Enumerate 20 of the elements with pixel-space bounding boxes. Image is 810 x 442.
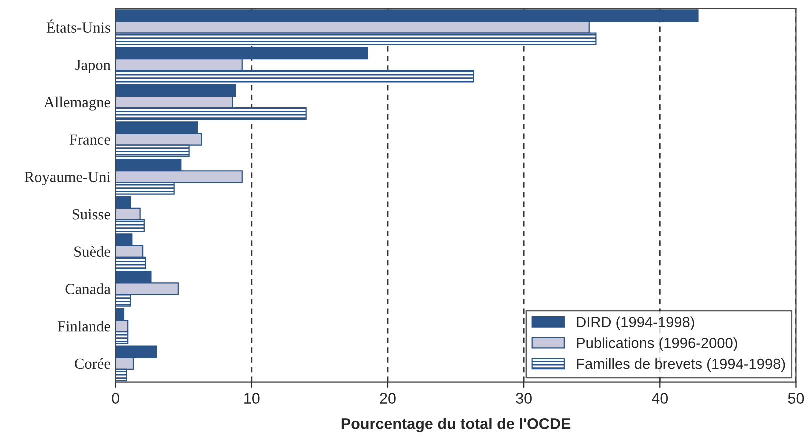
y-tick-label: Canada [66,284,111,294]
y-tick-label: France [70,134,110,146]
x-tick-label: 50 [788,393,804,404]
y-tick-label: Royaume-Uni [24,172,111,186]
legend-label: Familles de brevets (1994-1998) [577,358,786,372]
y-tick-label: Suède [74,246,110,258]
legend-label: Publications (1996-2000) [577,338,738,352]
legend-label: DIRD (1994-1998) [577,316,694,330]
y-tick-label: Finlande [58,321,110,332]
x-tick-label: 40 [652,393,668,404]
x-tick-label: 0 [112,393,120,404]
x-tick-label: 20 [380,393,396,404]
y-tick-label: Japon [76,60,111,74]
x-tick-label: 30 [516,393,532,404]
x-tick-label: 10 [244,393,260,404]
y-tick-label: Suisse [72,209,110,220]
y-tick-label: Allemagne [44,96,110,111]
y-tick-label: Corée [75,358,110,370]
y-tick-label: États-Unis [46,20,110,33]
x-axis-title: Pourcentage du total de l'OCDE [342,418,571,432]
